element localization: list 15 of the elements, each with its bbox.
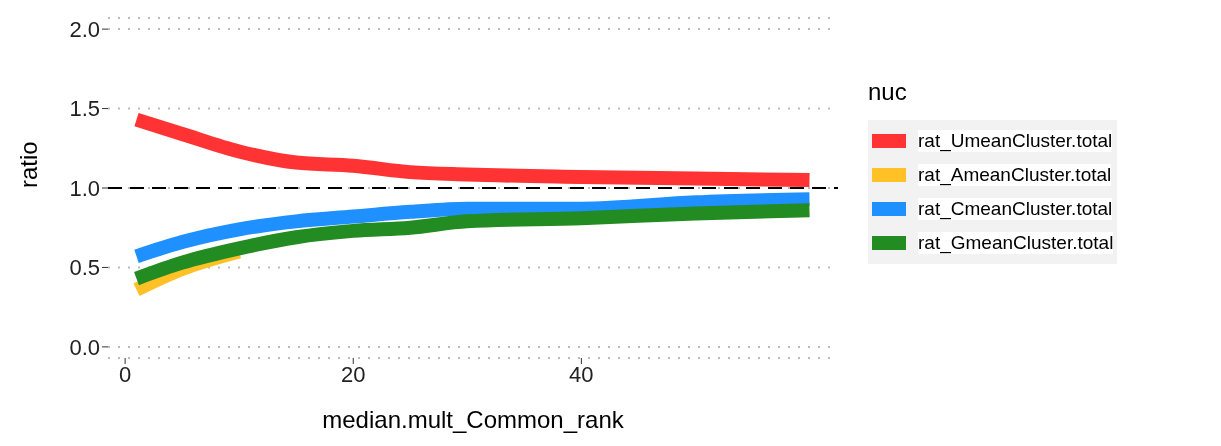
x-axis-title: median.mult_Common_rank: [322, 406, 625, 433]
legend-title: nuc: [868, 78, 908, 106]
legend-label: rat_GmeanCluster.total: [918, 232, 1114, 254]
y-tick-label: 1.0: [69, 175, 100, 201]
y-axis-title: ratio: [14, 141, 42, 188]
x-tick-label: 20: [340, 361, 366, 387]
y-tick-label: 0.0: [69, 334, 100, 360]
legend-label: rat_UmeanCluster.total: [918, 130, 1113, 152]
x-tick-label: 0: [118, 361, 132, 387]
legend-label: rat_AmeanCluster.total: [918, 164, 1112, 186]
y-tick-label: 0.5: [69, 255, 100, 281]
y-tick-label: 1.5: [69, 96, 100, 122]
x-tick-label: 40: [569, 361, 594, 387]
legend-label: rat_CmeanCluster.total: [918, 198, 1113, 220]
y-tick-label: 2.0: [69, 16, 100, 42]
